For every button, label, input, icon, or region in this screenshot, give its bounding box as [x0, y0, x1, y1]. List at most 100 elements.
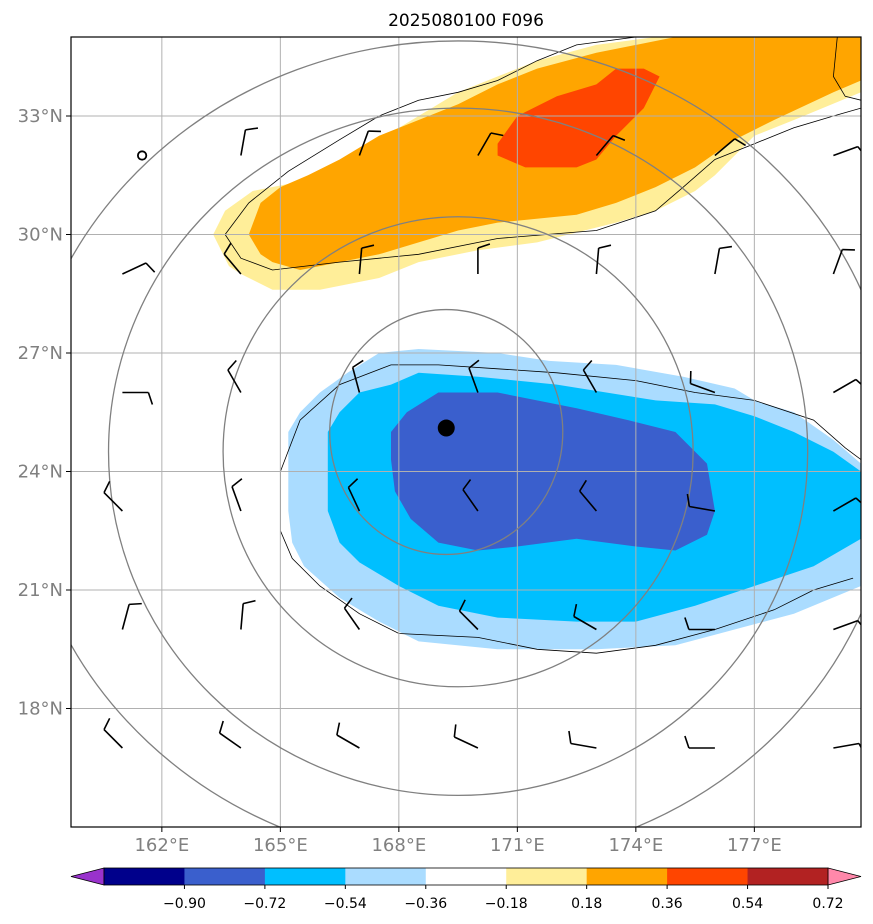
range-circle-1	[222, 216, 694, 688]
wind-barb-19	[832, 248, 855, 275]
wind-barb-4	[595, 37, 604, 38]
colorbar-swatch	[506, 868, 588, 885]
colorbar-label: 0.36	[652, 896, 683, 912]
wind-barb-13	[122, 262, 156, 275]
colorbar-frame	[103, 867, 829, 886]
wind-barb-25	[689, 370, 716, 394]
y-tick-label: 18°N	[18, 699, 63, 720]
wind-barbs	[103, 37, 861, 755]
range-circle-2	[107, 107, 809, 797]
wind-barb-14	[223, 242, 242, 275]
y-tick-label: 27°N	[18, 343, 63, 364]
contour-line-3	[279, 471, 854, 654]
wind-barb-31	[579, 479, 598, 512]
wind-barb-24	[582, 359, 598, 393]
wind-barb-44	[453, 724, 479, 749]
thin-contour-lines	[224, 37, 861, 654]
wind-barb-10	[595, 134, 626, 157]
wind-barb-6	[832, 37, 844, 38]
wind-barb-43	[336, 722, 360, 749]
colorbar-swatch	[104, 868, 185, 885]
wind-barb-30	[462, 479, 479, 512]
wind-barb-8	[358, 130, 381, 156]
colorbar-label: 0.72	[812, 896, 843, 912]
filled-contour-2	[497, 68, 660, 168]
y-tick-label: 21°N	[18, 580, 63, 601]
wind-barb-9	[477, 132, 504, 156]
wind-barb-27	[103, 480, 123, 512]
colorbar-label: −0.72	[243, 896, 286, 912]
wind-barb-40	[833, 619, 861, 632]
colorbar-label: −0.54	[324, 896, 367, 912]
colorbar-label: 0.54	[732, 896, 763, 912]
colorbar-label: −0.90	[163, 896, 206, 912]
y-tick-label: 30°N	[18, 225, 63, 246]
gridlines	[71, 37, 861, 827]
chart-title: 2025080100 F096	[388, 11, 544, 31]
range-circle-3	[71, 40, 861, 827]
x-tick-label: 171°E	[490, 835, 545, 856]
wind-barb-32	[686, 493, 716, 512]
x-axis-ticks: 162°E 165°E 168°E 171°E 174°E 177°E	[134, 827, 782, 856]
colorbar-label: −0.18	[485, 896, 528, 912]
storm-center-marker	[437, 419, 455, 437]
wind-barb-36	[343, 597, 361, 630]
wind-barb-29	[347, 478, 361, 512]
range-circle-0	[329, 308, 564, 556]
y-tick-label: 24°N	[18, 462, 63, 483]
wind-barb-1	[240, 37, 251, 38]
wind-barb-11	[714, 138, 747, 157]
colorbar-swatch	[747, 868, 829, 885]
wind-barb-23	[468, 359, 480, 393]
wind-barb-37	[458, 599, 479, 631]
wind-barb-15	[358, 244, 375, 275]
y-axis-ticks: 18°N 21°N 24°N 27°N 30°N 33°N	[18, 106, 71, 720]
wind-barb-38	[573, 603, 597, 631]
colorbar-swatch	[425, 868, 507, 885]
colorbar: −0.90 −0.72 −0.54 −0.36 −0.18 0.18 0.36 0.54 0.7…	[70, 867, 862, 912]
wind-barb-42	[218, 720, 242, 749]
wind-barb-39	[684, 617, 715, 631]
wind-barb-7	[240, 127, 259, 156]
colorbar-extend-low	[70, 867, 105, 886]
map-plot-area	[71, 37, 861, 827]
contour-line-1	[224, 107, 861, 271]
x-tick-label: 162°E	[134, 835, 189, 856]
wind-barb-46	[684, 735, 715, 749]
y-tick-label: 33°N	[18, 106, 63, 127]
contour-line-2	[832, 37, 861, 101]
colorbar-swatch	[184, 868, 266, 885]
markers	[137, 150, 455, 437]
colorbar-label: 0.18	[571, 896, 602, 912]
plot-frame	[70, 36, 862, 828]
wind-barb-41	[103, 717, 123, 749]
x-tick-label: 165°E	[253, 835, 308, 856]
colorbar-swatch	[345, 868, 427, 885]
x-tick-label: 174°E	[608, 835, 663, 856]
wind-barb-18	[714, 245, 733, 275]
colorbar-swatch	[586, 868, 668, 885]
filled-contours	[213, 37, 861, 650]
colorbar-extend-high	[827, 867, 862, 886]
wind-barb-22	[351, 359, 364, 393]
wind-barb-17	[595, 244, 612, 275]
x-tick-label: 177°E	[727, 835, 782, 856]
wind-barb-21	[227, 359, 242, 393]
calm-marker	[137, 150, 148, 161]
colorbar-swatch	[667, 868, 749, 885]
colorbar-label: −0.36	[404, 896, 447, 912]
wind-barb-47	[833, 742, 861, 755]
colorbar-swatch	[264, 868, 346, 885]
distance-circles	[71, 40, 861, 827]
wind-barb-20	[122, 391, 154, 405]
wind-barb-12	[833, 145, 861, 158]
wind-barb-16	[477, 243, 491, 274]
wind-barb-35	[240, 599, 256, 630]
contour-line-0	[224, 37, 636, 235]
x-tick-label: 168°E	[371, 835, 426, 856]
wind-barb-34	[121, 602, 142, 630]
wind-barb-28	[231, 478, 243, 512]
contour-line-4	[280, 364, 861, 472]
wind-barb-45	[568, 730, 597, 749]
